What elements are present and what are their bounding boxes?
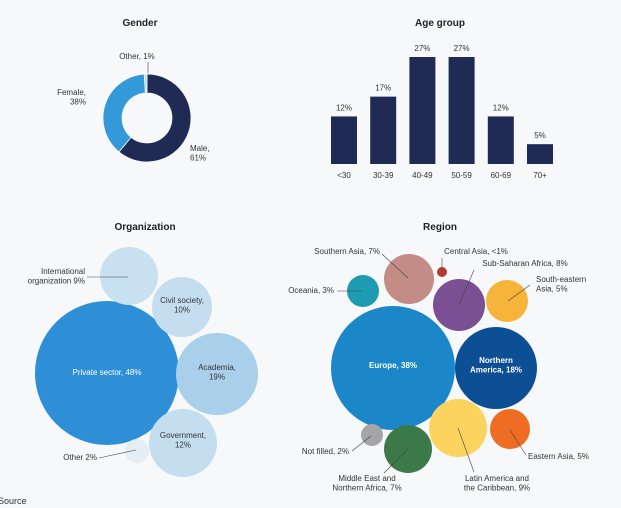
- age-category-label: <30: [337, 171, 351, 180]
- region-label: Oceania, 3%: [288, 286, 334, 295]
- region-bubble: [347, 275, 379, 307]
- organization-bubble: [100, 247, 158, 305]
- organization-title: Organization: [114, 222, 176, 233]
- donut-label: Male, 61%: [190, 144, 210, 163]
- region-label: Not filled, 2%: [302, 447, 349, 456]
- donut-slice: [102, 73, 146, 153]
- donut-slice: [118, 73, 192, 163]
- age-bar: [527, 144, 553, 164]
- region-leader-line: [507, 284, 531, 302]
- region-bubble: [331, 306, 455, 430]
- organization-label: International organization 9%: [28, 267, 86, 286]
- age-bar-value-label: 17%: [375, 84, 391, 93]
- donut-label: Female, 38%: [57, 88, 86, 107]
- age-bar: [409, 57, 436, 164]
- region-bubble: [384, 254, 434, 304]
- organization-label: Private sector, 48%: [73, 368, 142, 377]
- region-bubble: [486, 280, 528, 322]
- region-label: Eastern Asia, 5%: [528, 452, 589, 461]
- region-label: Sub-Saharan Africa, 8%: [482, 259, 567, 268]
- region-label: Central Asia, <1%: [444, 247, 508, 256]
- age-title: Age group: [415, 18, 465, 29]
- donut-slice: [143, 73, 148, 94]
- region-label: Europe, 38%: [369, 361, 417, 370]
- age-bar-value-label: 12%: [493, 103, 509, 112]
- age-category-label: 30-39: [373, 171, 394, 180]
- region-leader-line: [457, 427, 475, 473]
- organization-bubble: [152, 277, 212, 337]
- age-bar-value-label: 12%: [336, 103, 352, 112]
- organization-bubble: [176, 333, 258, 415]
- age-category-label: 40-49: [412, 171, 433, 180]
- region-label: Northern America, 18%: [470, 356, 522, 375]
- age-bar-value-label: 5%: [534, 131, 546, 140]
- region-bubble: [455, 327, 537, 409]
- region-label: Southern Asia, 7%: [314, 247, 380, 256]
- age-bar: [448, 57, 475, 164]
- region-label: South-eastern Asia, 5%: [536, 275, 586, 294]
- region-label: Middle East and Northern Africa, 7%: [332, 474, 401, 493]
- region-title: Region: [423, 222, 457, 233]
- source-label: Source: [0, 496, 27, 506]
- age-category-label: 60-69: [491, 171, 512, 180]
- region-bubble: [490, 409, 530, 449]
- organization-label: Other 2%: [63, 453, 97, 462]
- organization-bubble: [149, 409, 217, 477]
- organization-bubble: [35, 301, 179, 445]
- organization-leader-line: [98, 449, 137, 459]
- region-label: Latin America and the Caribbean, 9%: [464, 474, 530, 493]
- age-category-label: 70+: [533, 171, 547, 180]
- age-bar: [487, 116, 514, 164]
- region-leader-line: [351, 435, 372, 452]
- donut-label: Other, 1%: [119, 52, 155, 61]
- age-category-label: 50-59: [451, 171, 472, 180]
- age-bar-value-label: 27%: [454, 44, 470, 53]
- region-leader-line: [381, 253, 409, 279]
- region-bubble: [361, 424, 383, 446]
- region-leader-line: [509, 429, 527, 456]
- organization-bubble: [125, 439, 149, 463]
- region-bubble: [437, 267, 447, 277]
- organization-label: Academia, 19%: [198, 363, 236, 382]
- organization-label: Civil society, 10%: [160, 296, 204, 315]
- region-leader-line: [383, 448, 409, 474]
- age-bar: [331, 116, 357, 164]
- age-bar-value-label: 27%: [414, 44, 430, 53]
- region-leader-line: [458, 269, 475, 306]
- organization-label: Government, 12%: [160, 431, 206, 450]
- age-bar: [370, 96, 397, 164]
- gender-title: Gender: [122, 18, 158, 29]
